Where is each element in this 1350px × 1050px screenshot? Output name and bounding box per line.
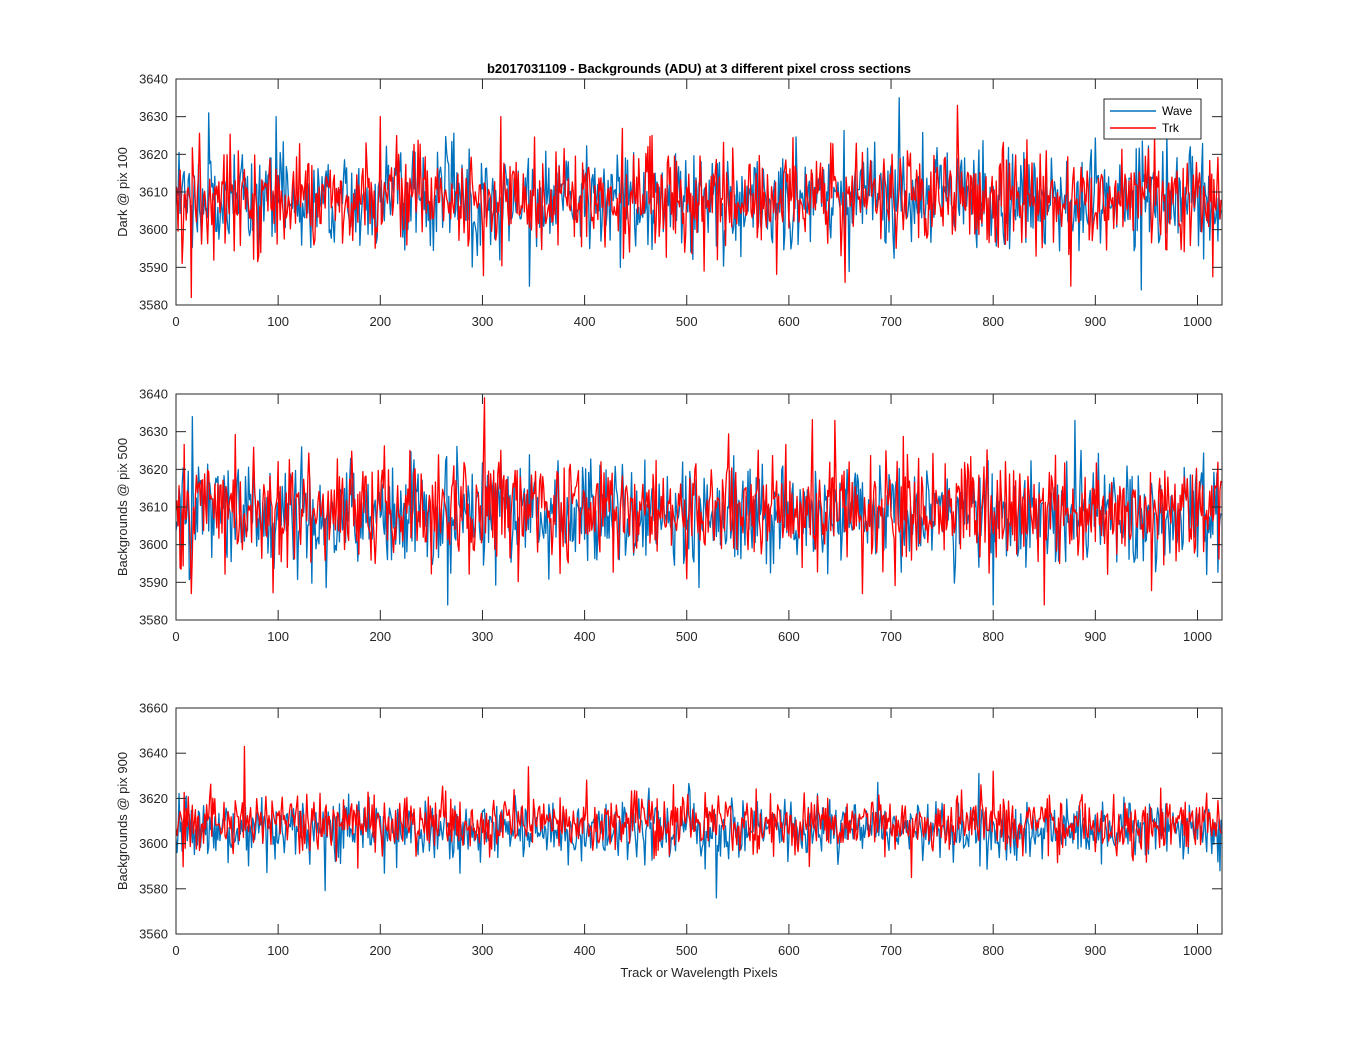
series-line-wave	[176, 415, 1222, 606]
y-tick-label: 3590	[139, 260, 168, 275]
x-tick-label: 200	[369, 943, 391, 958]
series-line-trk	[176, 397, 1222, 606]
y-axis-label: Backgrounds @ pix 900	[115, 752, 130, 890]
y-tick-label: 3640	[139, 746, 168, 761]
x-tick-label: 100	[267, 629, 289, 644]
y-tick-label: 3580	[139, 298, 168, 313]
x-tick-label: 400	[574, 314, 596, 329]
y-axis-label: Dark @ pix 100	[115, 147, 130, 237]
legend-label-trk: Trk	[1162, 121, 1180, 135]
x-tick-label: 300	[472, 629, 494, 644]
legend-label-wave: Wave	[1162, 104, 1193, 118]
y-tick-label: 3620	[139, 462, 168, 477]
x-tick-label: 500	[676, 314, 698, 329]
x-tick-label: 100	[267, 943, 289, 958]
y-tick-label: 3590	[139, 575, 168, 590]
subplot-2: 0 100 200 300 400 500 600 700 800 900 1000 3580 3590…	[115, 387, 1223, 644]
x-tick-label: 400	[574, 629, 596, 644]
x-tick-label: 300	[472, 943, 494, 958]
y-tick-label: 3640	[139, 387, 168, 402]
x-tick-label: 0	[172, 629, 179, 644]
legend: Wave Trk	[1103, 98, 1202, 140]
x-tick-label: 900	[1084, 629, 1106, 644]
y-tick-label: 3610	[139, 500, 168, 515]
y-tick-label: 3600	[139, 537, 168, 552]
x-tick-label: 700	[880, 629, 902, 644]
x-tick-label: 400	[574, 943, 596, 958]
x-tick-label: 300	[472, 314, 494, 329]
series-line-trk	[176, 745, 1222, 879]
x-tick-label: 1000	[1183, 943, 1212, 958]
y-tick-label: 3640	[139, 72, 168, 87]
x-tick-label: 800	[982, 314, 1004, 329]
x-tick-label: 500	[676, 629, 698, 644]
chart-title: b2017031109 - Backgrounds (ADU) at 3 dif…	[487, 61, 911, 76]
x-tick-label: 0	[172, 314, 179, 329]
x-tick-label: 700	[880, 314, 902, 329]
y-tick-label: 3620	[139, 791, 168, 806]
y-tick-label: 3630	[139, 424, 168, 439]
x-tick-label: 600	[778, 314, 800, 329]
y-tick-label: 3580	[139, 613, 168, 628]
y-tick-label: 3600	[139, 836, 168, 851]
y-tick-label: 3620	[139, 147, 168, 162]
x-tick-label: 800	[982, 943, 1004, 958]
x-tick-label: 1000	[1183, 629, 1212, 644]
x-tick-label: 800	[982, 629, 1004, 644]
y-tick-label: 3600	[139, 222, 168, 237]
y-tick-label: 3610	[139, 185, 168, 200]
x-tick-label: 700	[880, 943, 902, 958]
x-tick-label: 600	[778, 629, 800, 644]
subplot-1: 0 100 200 300 400 500 600 700 800 900 1000 3580 3590…	[115, 72, 1223, 329]
subplots: 0 100 200 300 400 500 600 700 800 900 100035803590…	[115, 72, 1223, 958]
x-tick-label: 200	[369, 314, 391, 329]
x-tick-label: 900	[1084, 314, 1106, 329]
y-tick-label: 3580	[139, 881, 168, 896]
y-tick-label: 3660	[139, 701, 168, 716]
x-axis-label: Track or Wavelength Pixels	[620, 965, 778, 980]
x-tick-label: 100	[267, 314, 289, 329]
y-tick-label: 3630	[139, 109, 168, 124]
x-tick-label: 200	[369, 629, 391, 644]
series-line-trk	[176, 104, 1222, 299]
x-tick-label: 900	[1084, 943, 1106, 958]
legend-box	[1103, 98, 1202, 140]
axes-box	[175, 707, 1223, 935]
y-tick-label: 3560	[139, 927, 168, 942]
x-tick-label: 600	[778, 943, 800, 958]
x-tick-label: 500	[676, 943, 698, 958]
subplot-3: 0 100 200 300 400 500 600 700 800 900 1000 3560 3580…	[115, 701, 1223, 958]
x-tick-label: 1000	[1183, 314, 1212, 329]
y-axis-label: Backgrounds @ pix 500	[115, 438, 130, 576]
x-tick-label: 0	[172, 943, 179, 958]
